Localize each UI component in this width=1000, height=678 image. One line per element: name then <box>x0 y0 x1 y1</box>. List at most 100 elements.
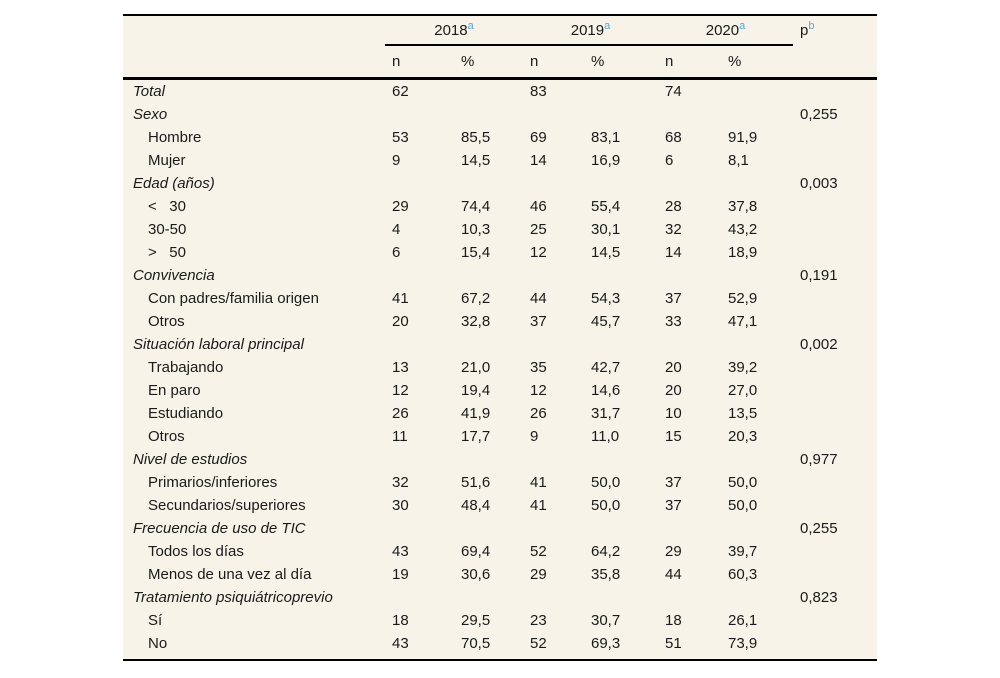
cell-pct-2020: 47,1 <box>728 313 758 330</box>
table-row: Hombre 53 85,5 69 83,1 68 91,9 <box>123 126 877 149</box>
table-row: En paro 12 19,4 12 14,6 20 27,0 <box>123 379 877 402</box>
cell-p-value: 0,003 <box>800 175 838 192</box>
cell-pct-2018 <box>454 586 523 609</box>
row-label: Menos de una vez al día <box>148 566 312 583</box>
cell-p-value <box>793 471 877 494</box>
row-label: Nivel de estudios <box>133 451 248 468</box>
cell-n-2019: 26 <box>530 405 547 422</box>
cell-pct-2018: 41,9 <box>461 405 491 422</box>
cell-pct-2018: 30,6 <box>461 566 491 583</box>
cell-pct-2018: 14,5 <box>461 152 491 169</box>
header-year-2019: 2019a <box>523 16 658 46</box>
cell-pct-2018: 69,4 <box>461 543 491 560</box>
cell-n-2018 <box>385 586 454 609</box>
cell-pct-2018 <box>454 264 523 287</box>
cell-n-2020 <box>658 103 721 126</box>
table-body: Total 62 83 74 Sexo 0,255 Hombre 53 85,5… <box>123 79 877 656</box>
cell-pct-2020: 27,0 <box>728 382 758 399</box>
year-label: 2020 <box>705 21 740 39</box>
cell-pct-2020 <box>721 103 793 126</box>
header-empty-cell <box>123 45 385 80</box>
cell-n-2020: 32 <box>665 221 682 238</box>
cell-pct-2018 <box>454 103 523 126</box>
cell-pct-2020 <box>721 517 793 540</box>
cell-pct-2019: 31,7 <box>591 405 621 422</box>
cell-n-2018 <box>385 448 454 471</box>
cell-n-2020: 18 <box>665 612 682 629</box>
cell-pct-2019: 14,6 <box>591 382 621 399</box>
cell-n-2018: 43 <box>392 635 409 652</box>
cell-pct-2019 <box>584 448 658 471</box>
cell-n-2019 <box>523 586 584 609</box>
cell-n-2019: 69 <box>530 129 547 146</box>
row-label: En paro <box>148 382 201 399</box>
table-row: Todos los días 43 69,4 52 64,2 29 39,7 <box>123 540 877 563</box>
cell-pct-2020 <box>721 79 793 104</box>
table-row: Otros 20 32,8 37 45,7 33 47,1 <box>123 310 877 333</box>
cell-n-2019: 52 <box>530 635 547 652</box>
cell-n-2018: 9 <box>392 152 401 169</box>
cell-p-value: 0,823 <box>800 589 838 606</box>
cell-pct-2019: 69,3 <box>591 635 621 652</box>
row-label: Situación laboral principal <box>133 336 304 353</box>
cell-n-2018: 29 <box>392 198 409 215</box>
cell-pct-2018: 17,7 <box>461 428 491 445</box>
row-label: > 50 <box>148 244 186 261</box>
cell-n-2020: 10 <box>665 405 682 422</box>
cell-pct-2020 <box>721 333 793 356</box>
cell-pct-2018: 32,8 <box>461 313 491 330</box>
cell-p-value: 0,191 <box>800 267 838 284</box>
table-row: 30-50 4 10,3 25 30,1 32 43,2 <box>123 218 877 241</box>
cell-n-2018 <box>385 517 454 540</box>
header-pct-2019: % <box>584 45 658 80</box>
cell-pct-2019: 50,0 <box>591 497 621 514</box>
statistics-table: 2018a 2019a 2020a pb n % n % n % Total <box>123 14 877 661</box>
cell-n-2020 <box>658 448 721 471</box>
cell-p-value <box>793 126 877 149</box>
row-label: < 30 <box>148 198 186 215</box>
cell-n-2019: 37 <box>530 313 547 330</box>
row-label: Sí <box>148 612 163 629</box>
row-label: Hombre <box>148 129 202 146</box>
cell-n-2018: 30 <box>392 497 409 514</box>
cell-n-2019 <box>523 448 584 471</box>
cell-n-2019: 25 <box>530 221 547 238</box>
cell-n-2019: 12 <box>530 244 547 261</box>
table-row: > 50 6 15,4 12 14,5 14 18,9 <box>123 241 877 264</box>
cell-n-2020 <box>658 264 721 287</box>
cell-n-2018 <box>385 172 454 195</box>
header-n-2020: n <box>658 45 721 80</box>
row-label: Todos los días <box>148 543 244 560</box>
cell-n-2020: 37 <box>665 497 682 514</box>
row-label: Estudiando <box>148 405 224 422</box>
cell-n-2019 <box>523 172 584 195</box>
cell-pct-2019 <box>584 517 658 540</box>
cell-pct-2019: 45,7 <box>591 313 621 330</box>
cell-pct-2018: 67,2 <box>461 290 491 307</box>
cell-pct-2020: 91,9 <box>728 129 758 146</box>
cell-pct-2020: 73,9 <box>728 635 758 652</box>
cell-pct-2019: 11,0 <box>591 428 620 445</box>
cell-pct-2019: 50,0 <box>591 474 621 491</box>
cell-pct-2018 <box>454 448 523 471</box>
cell-pct-2019: 64,2 <box>591 543 621 560</box>
cell-pct-2020: 13,5 <box>728 405 758 422</box>
header-n-2018: n <box>385 45 454 80</box>
header-year-2018: 2018a <box>385 16 523 46</box>
header-p-value: pb <box>793 16 877 45</box>
cell-pct-2018 <box>454 333 523 356</box>
cell-n-2019: 41 <box>530 497 547 514</box>
cell-pct-2019: 83,1 <box>591 129 621 146</box>
cell-pct-2018: 10,3 <box>461 221 491 238</box>
cell-pct-2020: 39,2 <box>728 359 758 376</box>
footnote-marker-a: a <box>739 19 746 32</box>
cell-n-2018: 32 <box>392 474 409 491</box>
cell-p-value <box>793 356 877 379</box>
sample-characteristics-table: 2018a 2019a 2020a pb n % n % n % Total <box>123 16 877 655</box>
cell-n-2018: 20 <box>392 313 409 330</box>
cell-n-2020: 15 <box>665 428 682 445</box>
cell-pct-2020 <box>721 264 793 287</box>
cell-n-2020: 28 <box>665 198 682 215</box>
year-label: 2019 <box>570 21 605 39</box>
